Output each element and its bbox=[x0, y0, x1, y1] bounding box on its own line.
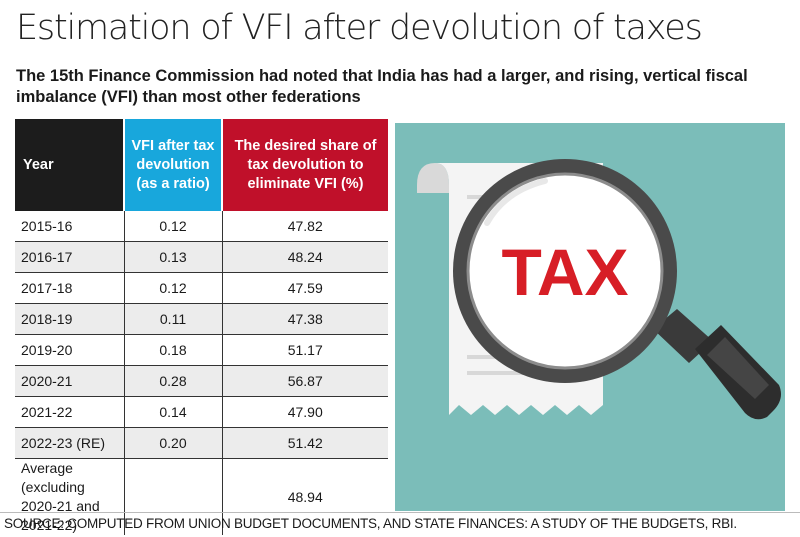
table-row: 2015-16 0.12 47.82 bbox=[15, 211, 388, 242]
cell-year: 2019-20 bbox=[15, 334, 124, 366]
cell-average-share: 48.94 bbox=[287, 488, 323, 505]
table-row: 2020-21 0.28 56.87 bbox=[15, 365, 388, 397]
cell-share: 56.87 bbox=[222, 365, 388, 397]
cell-average-vfi bbox=[123, 458, 223, 535]
cell-share: 47.82 bbox=[222, 211, 388, 242]
cell-share: 47.59 bbox=[222, 272, 388, 304]
average-row: Average (excluding 2020-21 and 2021-22) 4… bbox=[15, 458, 388, 535]
cell-year: 2016-17 bbox=[15, 241, 124, 273]
cell-year: 2020-21 bbox=[15, 365, 124, 397]
column-header-year: Year bbox=[15, 119, 124, 211]
cell-year: 2018-19 bbox=[15, 303, 124, 335]
table-row: 2018-19 0.11 47.38 bbox=[15, 303, 388, 335]
table-row: 2019-20 0.18 51.17 bbox=[15, 334, 388, 366]
cell-vfi: 0.12 bbox=[123, 272, 223, 304]
column-header-vfi: VFI after tax devolution (as a ratio) bbox=[123, 119, 222, 211]
cell-year: 2021-22 bbox=[15, 396, 124, 428]
magnifier-handle bbox=[653, 309, 781, 420]
cell-vfi: 0.28 bbox=[123, 365, 223, 397]
cell-share: 51.42 bbox=[222, 427, 388, 459]
cell-share: 48.24 bbox=[222, 241, 388, 273]
cell-vfi: 0.14 bbox=[123, 396, 223, 428]
cell-share: 47.90 bbox=[222, 396, 388, 428]
cell-vfi: 0.11 bbox=[123, 303, 223, 335]
table-row: 2021-22 0.14 47.90 bbox=[15, 396, 388, 428]
cell-share: 51.17 bbox=[222, 334, 388, 366]
cell-share: 47.38 bbox=[222, 303, 388, 335]
cell-year: 2015-16 bbox=[15, 211, 124, 242]
cell-year: 2017-18 bbox=[15, 272, 124, 304]
table-header-row: Year VFI after tax devolution (as a rati… bbox=[15, 119, 388, 211]
magnifier-lens bbox=[453, 159, 677, 383]
subtitle: The 15th Finance Commission had noted th… bbox=[16, 67, 748, 106]
table-row: 2017-18 0.12 47.59 bbox=[15, 272, 388, 304]
cell-vfi: 0.20 bbox=[123, 427, 223, 459]
cell-vfi: 0.13 bbox=[123, 241, 223, 273]
table-row: 2016-17 0.13 48.24 bbox=[15, 241, 388, 273]
cell-average-label: Average (excluding 2020-21 and 2021-22) bbox=[21, 460, 100, 533]
source-note: SOURCE: COMPUTED FROM UNION BUDGET DOCUM… bbox=[4, 516, 737, 531]
cell-vfi: 0.12 bbox=[123, 211, 223, 242]
table-body: 2015-16 0.12 47.82 2016-17 0.13 48.24 2017-18 0… bbox=[15, 211, 388, 535]
table-row: 2022-23 (RE) 0.20 51.42 bbox=[15, 427, 388, 459]
magnifier-over-tax-receipt-icon: TAX bbox=[417, 159, 781, 420]
vfi-table: Year VFI after tax devolution (as a rati… bbox=[15, 119, 388, 535]
cell-year: 2022-23 (RE) bbox=[15, 427, 124, 459]
cell-vfi: 0.18 bbox=[123, 334, 223, 366]
illustration-panel: TAX bbox=[395, 123, 785, 511]
tax-label: TAX bbox=[501, 235, 628, 309]
page-title: Estimation of VFI after devolution of ta… bbox=[16, 8, 703, 48]
footer-divider bbox=[0, 512, 800, 513]
column-header-share: The desired share of tax devolution to e… bbox=[221, 119, 388, 211]
